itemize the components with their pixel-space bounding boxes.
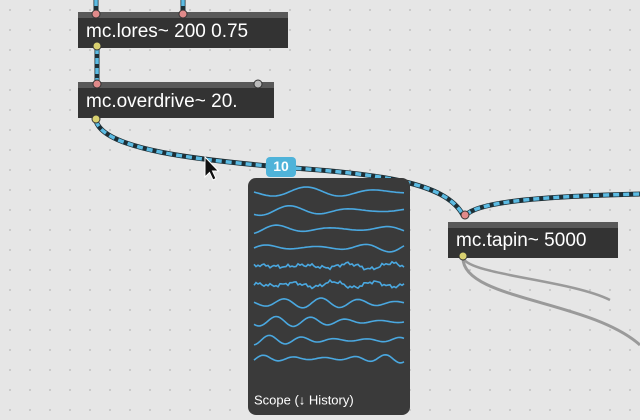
badge-text: 10 [273,158,289,174]
object-box[interactable]: mc.overdrive~ 20. [78,79,274,124]
scope-trace [253,278,405,290]
object-box[interactable]: mc.tapin~ 5000 [448,210,618,261]
scope-waves [253,186,405,364]
scope-popup: Scope (↓ History) [248,178,410,415]
cord [461,257,611,302]
scope-trace [253,297,405,309]
scope-trace [253,315,405,328]
scope-label: Scope (↓ History) [254,392,354,407]
scope-trace [253,334,405,346]
scope-trace [253,260,405,271]
cord [461,257,640,347]
scope-trace [253,224,405,235]
scope-trace [253,353,405,364]
object-text: mc.tapin~ 5000 [456,230,586,251]
object-box[interactable]: mc.lores~ 200 0.75 [78,9,288,51]
object-text: mc.overdrive~ 20. [86,91,238,112]
scope-trace [253,243,405,253]
cursor [204,155,220,181]
channel-badge: 10 [266,157,296,177]
scope-trace [253,186,405,197]
scope-trace [253,205,405,217]
object-text: mc.lores~ 200 0.75 [86,21,248,42]
